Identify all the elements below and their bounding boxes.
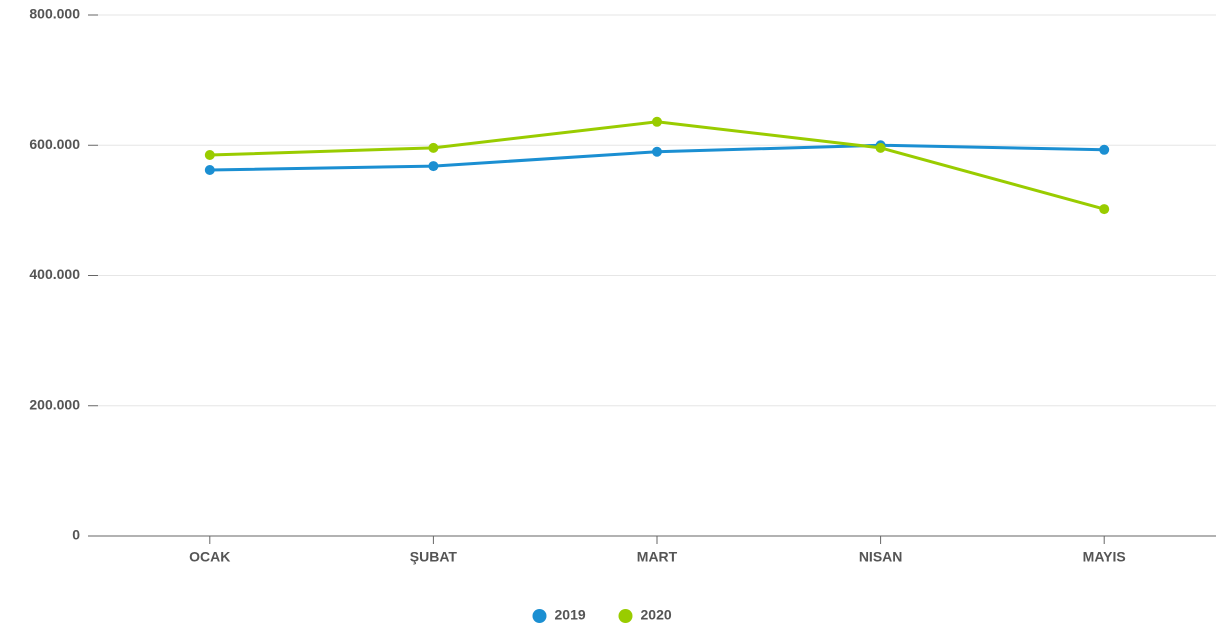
data-point xyxy=(875,142,886,153)
data-point xyxy=(428,142,439,153)
legend-label: 2020 xyxy=(641,607,672,623)
data-point xyxy=(652,146,662,157)
data-point xyxy=(204,150,215,161)
data-point xyxy=(1099,144,1110,155)
x-tick-label: MART xyxy=(637,549,678,565)
y-tick-label: 400.000 xyxy=(29,266,80,282)
y-tick-label: 200.000 xyxy=(29,396,80,412)
legend-label: 2019 xyxy=(555,607,586,623)
x-tick-label: MAYIS xyxy=(1083,549,1126,565)
legend-marker xyxy=(618,609,633,623)
data-point xyxy=(204,164,215,175)
y-tick-label: 0 xyxy=(72,527,80,543)
x-tick-label: ŞUBAT xyxy=(410,549,458,565)
data-point xyxy=(1099,204,1110,215)
x-tick-label: OCAK xyxy=(189,549,230,565)
series-line xyxy=(209,120,1105,211)
x-tick-label: NISAN xyxy=(859,549,903,565)
y-tick-label: 800.000 xyxy=(29,6,80,22)
legend-marker xyxy=(532,609,547,623)
y-tick-label: 600.000 xyxy=(29,136,80,152)
data-point xyxy=(428,161,439,172)
data-point xyxy=(652,116,662,127)
